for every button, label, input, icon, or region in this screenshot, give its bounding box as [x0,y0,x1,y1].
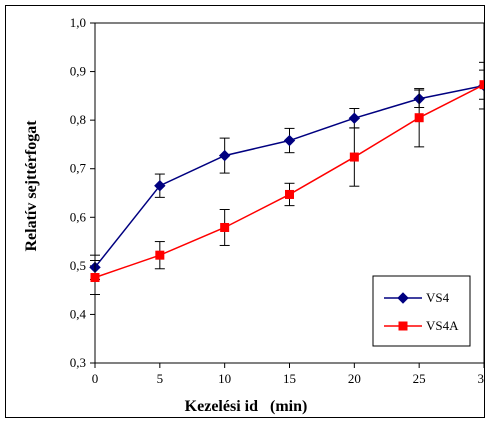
data-point [349,152,359,162]
data-point [220,222,230,232]
y-tick-label: 0,7 [70,161,87,176]
data-point [154,180,166,192]
legend: VS4 VS4A [372,275,471,347]
legend-marker [398,321,408,331]
x-tick-label: 5 [157,371,164,386]
y-tick-label: 0,4 [70,306,87,321]
legend-marker [397,292,409,304]
data-point [348,112,361,124]
data-point [479,80,484,90]
data-point [283,134,296,147]
x-tick-label: 10 [218,371,231,386]
x-tick-label: 30 [478,371,485,386]
legend-label: VS4A [426,318,459,333]
y-tick-label: 0,8 [70,112,86,127]
series-line [94,84,484,268]
plot-area [90,22,484,368]
data-point [285,189,294,199]
y-tick-label: 0,3 [70,355,86,370]
series-layer [89,61,484,296]
data-point [155,250,165,260]
chart-frame: 0,3 0,4 0,5 0,6 0,7 0,8 0,9 1,0 0 5 10 15 20 25 30 Ke… [5,5,485,418]
series-vs4a [90,69,484,296]
y-axis-title: Relatív sejttérfogat [23,120,40,252]
y-tick-label: 0,5 [70,258,86,273]
series-vs4 [89,61,484,280]
data-point [218,149,231,162]
legend-label: VS4 [426,290,450,305]
x-tick-label: 25 [413,371,426,386]
x-tick-label: 0 [92,371,99,386]
y-tick-labels: 0,3 0,4 0,5 0,6 0,7 0,8 0,9 1,0 [70,15,87,370]
data-point [414,113,424,123]
y-tick-label: 0,9 [70,64,86,79]
line-chart: 0,3 0,4 0,5 0,6 0,7 0,8 0,9 1,0 0 5 10 15 20 25 30 Ke… [23,15,484,415]
x-tick-label: 20 [348,371,361,386]
x-tick-labels: 0 5 10 15 20 25 30 [92,371,484,386]
y-tick-label: 1,0 [70,15,86,30]
y-tick-label: 0,6 [70,209,87,224]
x-axis-title: Kezelési id (min) [185,398,308,415]
data-point [90,273,100,283]
series-line [94,84,484,279]
legend-box [372,275,471,347]
x-tick-label: 15 [283,371,296,386]
